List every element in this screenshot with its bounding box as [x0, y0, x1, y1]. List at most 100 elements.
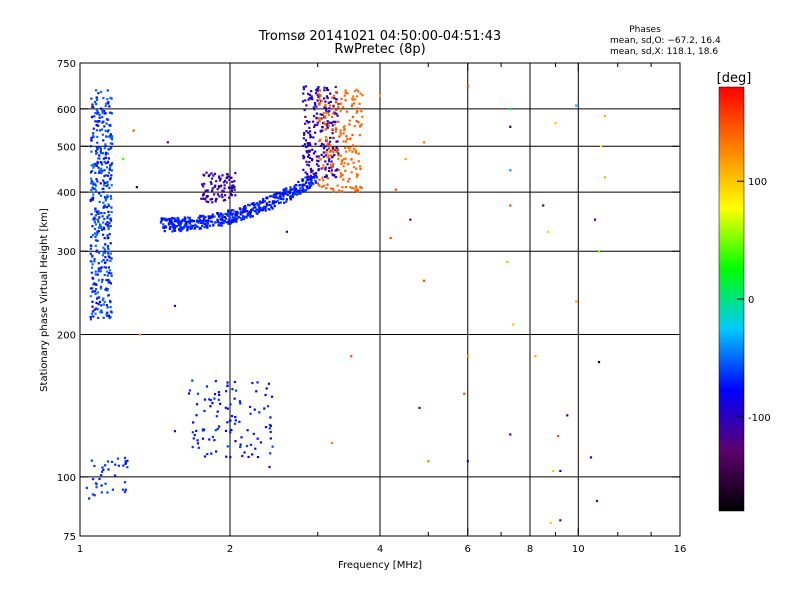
echo-point — [339, 110, 342, 113]
echo-point — [509, 204, 512, 207]
echo-point — [303, 131, 306, 135]
echo-point — [225, 221, 228, 224]
echo-point — [255, 210, 258, 213]
echo-point — [103, 110, 106, 113]
echo-point — [220, 193, 223, 196]
echo-point — [200, 197, 203, 200]
echo-point — [105, 122, 108, 125]
colorbar-tick-label: -100 — [748, 413, 771, 424]
echo-point — [175, 218, 178, 221]
echo-point — [325, 87, 329, 90]
echo-point — [214, 221, 217, 224]
echo-point — [104, 464, 107, 467]
echo-point — [104, 145, 107, 148]
echo-point — [92, 187, 95, 190]
echo-point — [326, 96, 329, 100]
echo-point — [195, 414, 198, 417]
echo-point — [309, 169, 313, 172]
echo-point — [122, 464, 125, 467]
echo-point — [213, 397, 216, 400]
echo-point — [226, 381, 229, 384]
echo-point — [334, 108, 337, 112]
echo-point — [355, 95, 359, 98]
echo-point — [231, 213, 234, 217]
echo-point — [249, 214, 252, 217]
echo-point — [107, 227, 110, 231]
echo-point — [355, 187, 358, 190]
echo-point — [342, 132, 345, 135]
echo-point — [358, 133, 361, 137]
echo-point — [333, 97, 336, 100]
echo-point — [313, 173, 316, 176]
echo-point — [100, 171, 103, 175]
echo-point — [218, 224, 221, 227]
echo-point — [210, 182, 213, 185]
echo-point — [214, 200, 217, 203]
echo-point — [89, 145, 92, 148]
echo-point — [302, 137, 305, 140]
echo-point — [345, 110, 349, 113]
echo-point — [209, 198, 212, 201]
echo-point — [256, 381, 259, 384]
echo-point — [335, 140, 338, 143]
y-tick-label: 200 — [57, 331, 76, 342]
echo-point — [315, 155, 318, 158]
echo-point — [196, 225, 199, 229]
x-tick-label: 16 — [674, 544, 687, 555]
echo-point — [217, 391, 220, 394]
echo-point — [106, 491, 109, 494]
echo-point — [350, 158, 353, 161]
echo-point — [96, 162, 99, 165]
echo-point — [208, 438, 211, 441]
echo-point — [100, 311, 103, 314]
echo-point — [316, 123, 319, 127]
echo-point — [325, 175, 328, 178]
echo-point — [184, 224, 187, 227]
echo-point — [103, 273, 106, 277]
echo-point — [94, 239, 98, 242]
echo-point — [317, 93, 320, 96]
echo-point — [332, 112, 335, 115]
echo-point — [216, 427, 219, 431]
echo-point — [188, 218, 191, 221]
echo-point — [327, 101, 330, 104]
echo-point — [304, 139, 308, 142]
echo-point — [270, 395, 274, 398]
echo-point — [229, 222, 233, 225]
echo-point — [593, 218, 597, 221]
echo-point — [348, 119, 351, 122]
echo-point — [304, 85, 308, 88]
echo-point — [320, 153, 323, 157]
echo-point — [102, 96, 105, 100]
echo-point — [104, 266, 108, 269]
echo-point — [334, 127, 337, 130]
echo-point — [216, 220, 220, 224]
echo-point — [204, 198, 207, 201]
echo-point — [332, 106, 335, 109]
echo-point — [201, 214, 205, 217]
echo-point — [234, 415, 237, 419]
phases-line-x: mean, sd,X: 118.1, 18.6 — [610, 47, 718, 57]
echo-point — [106, 130, 110, 133]
echo-point — [285, 230, 288, 233]
echo-point — [352, 147, 356, 151]
echo-point — [109, 195, 112, 198]
echo-point — [211, 187, 214, 190]
echo-point — [323, 106, 326, 109]
echo-point — [326, 163, 329, 166]
echo-point — [200, 183, 204, 186]
echo-point — [97, 267, 100, 270]
echo-point — [91, 197, 94, 200]
echo-point — [251, 453, 254, 456]
echo-point — [255, 208, 258, 211]
echo-point — [105, 270, 109, 273]
echo-point — [107, 157, 111, 160]
echo-point — [96, 120, 99, 124]
echo-point — [103, 195, 107, 199]
echo-point — [102, 206, 105, 209]
echo-point — [314, 150, 317, 153]
echo-point — [306, 151, 309, 154]
colorbar-ticks: 100 0 -100 — [737, 177, 771, 424]
echo-point — [93, 260, 96, 263]
echo-point — [190, 219, 194, 222]
